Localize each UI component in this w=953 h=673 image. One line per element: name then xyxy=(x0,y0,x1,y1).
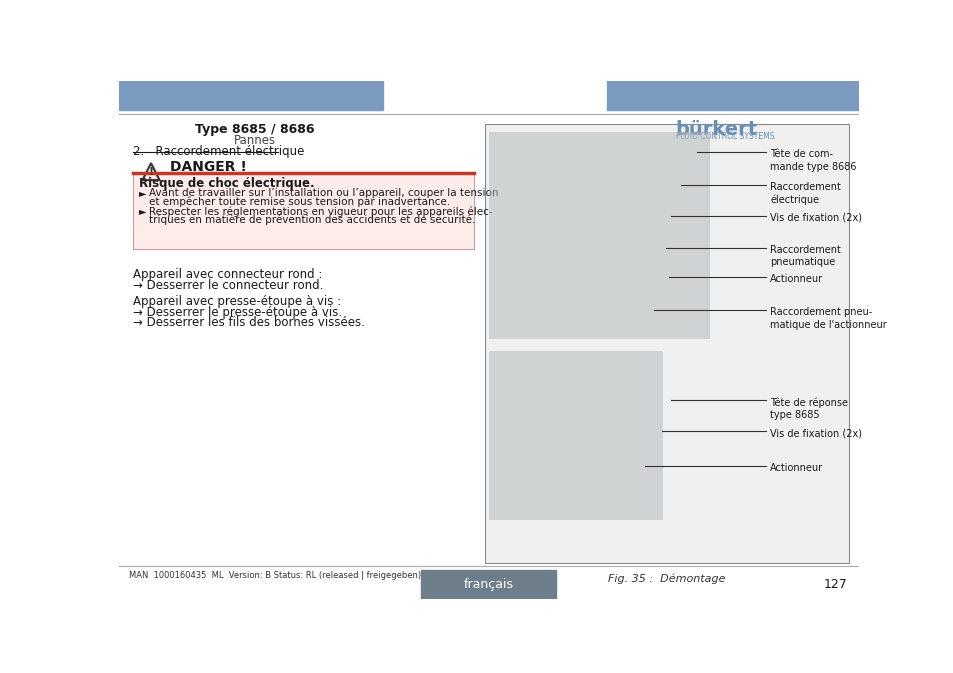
Text: Respecter les réglementations en vigueur pour les appareils élec-: Respecter les réglementations en vigueur… xyxy=(149,206,492,217)
Bar xyxy=(488,351,662,520)
Text: Raccordement pneu-
matique de l'actionneur: Raccordement pneu- matique de l'actionne… xyxy=(769,307,886,330)
Bar xyxy=(484,124,848,563)
Bar xyxy=(133,174,474,248)
Text: et empêcher toute remise sous tension par inadvertance.: et empêcher toute remise sous tension pa… xyxy=(149,197,450,207)
Text: !: ! xyxy=(149,168,153,178)
Text: Avant de travailler sur l’installation ou l’appareil, couper la tension: Avant de travailler sur l’installation o… xyxy=(149,188,497,198)
Text: 127: 127 xyxy=(823,578,847,591)
Text: Vis de fixation (2x): Vis de fixation (2x) xyxy=(769,213,862,223)
Text: Appareil avec connecteur rond :: Appareil avec connecteur rond : xyxy=(133,268,322,281)
Text: Fig. 35 :  Démontage: Fig. 35 : Démontage xyxy=(608,573,725,584)
Text: bürkert: bürkert xyxy=(675,120,757,139)
Text: ►: ► xyxy=(139,206,147,216)
Bar xyxy=(421,570,556,599)
Text: ►: ► xyxy=(139,188,147,198)
Bar xyxy=(488,132,709,339)
Bar xyxy=(607,81,858,110)
Text: Actionneur: Actionneur xyxy=(769,274,822,284)
Text: FLUID CONTROL SYSTEMS: FLUID CONTROL SYSTEMS xyxy=(675,132,774,141)
Text: Pannes: Pannes xyxy=(233,134,275,147)
Text: Risque de choc électrique.: Risque de choc électrique. xyxy=(139,177,314,190)
Text: Actionneur: Actionneur xyxy=(769,462,822,472)
Text: Appareil avec presse-étoupe à vis :: Appareil avec presse-étoupe à vis : xyxy=(133,295,341,308)
Bar xyxy=(119,81,382,110)
Text: Tête de réponse
type 8685: Tête de réponse type 8685 xyxy=(769,397,847,420)
Text: Tête de com-
mande type 8686: Tête de com- mande type 8686 xyxy=(769,149,856,172)
Text: Raccordement
pneumatique: Raccordement pneumatique xyxy=(769,245,841,267)
Text: → Desserrer les fils des bornes vissées.: → Desserrer les fils des bornes vissées. xyxy=(133,316,365,329)
Text: DANGER !: DANGER ! xyxy=(170,160,246,174)
Text: triques en matière de prévention des accidents et de sécurité.: triques en matière de prévention des acc… xyxy=(149,215,475,225)
Text: MAN  1000160435  ML  Version: B Status: RL (released | freigegeben)  printed: 24: MAN 1000160435 ML Version: B Status: RL … xyxy=(129,571,509,580)
Text: français: français xyxy=(463,578,514,591)
Text: Type 8685 / 8686: Type 8685 / 8686 xyxy=(195,123,314,136)
Text: → Desserrer le presse-étoupe à vis.: → Desserrer le presse-étoupe à vis. xyxy=(133,306,342,318)
Text: Raccordement
électrique: Raccordement électrique xyxy=(769,182,841,205)
Text: Vis de fixation (2x): Vis de fixation (2x) xyxy=(769,428,862,438)
Text: 2.   Raccordement électrique: 2. Raccordement électrique xyxy=(133,145,304,157)
Text: → Desserrer le connecteur rond.: → Desserrer le connecteur rond. xyxy=(133,279,323,291)
